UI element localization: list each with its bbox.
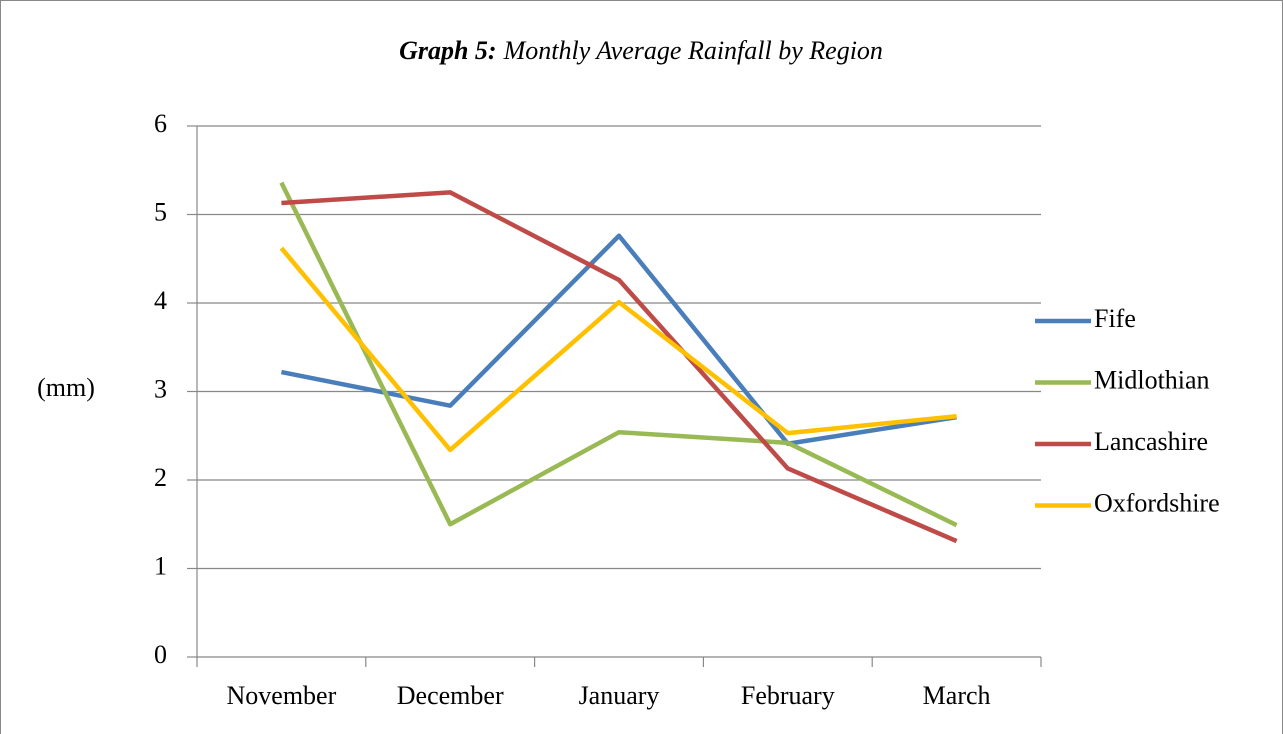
y-tick-label: 5 xyxy=(154,197,167,226)
y-tick-label: 2 xyxy=(154,463,167,492)
series-line xyxy=(280,233,957,446)
series-line xyxy=(281,190,958,544)
y-axis-label: (mm) xyxy=(37,373,95,402)
y-tick-label: 3 xyxy=(154,374,167,403)
legend-label: Lancashire xyxy=(1094,427,1208,456)
chart-title: Graph 5: Monthly Average Rainfall by Regi… xyxy=(399,36,883,65)
series-line xyxy=(279,181,958,528)
series-line xyxy=(279,246,957,453)
y-tick-label: 1 xyxy=(154,551,167,580)
x-tick-label: March xyxy=(923,681,991,710)
y-tick-label: 6 xyxy=(154,109,167,138)
legend-label: Oxfordshire xyxy=(1094,488,1220,517)
x-tick-label: December xyxy=(397,681,504,710)
x-tick-label: January xyxy=(579,681,660,710)
legend-label: Fife xyxy=(1094,304,1136,333)
y-tick-label: 0 xyxy=(154,640,167,669)
y-tick-label: 4 xyxy=(154,286,167,315)
title-prefix: Graph 5: xyxy=(399,36,497,65)
x-tick-label: November xyxy=(227,681,337,710)
legend-label: Midlothian xyxy=(1094,365,1210,394)
x-tick-label: February xyxy=(741,681,835,710)
title-text: Monthly Average Rainfall by Region xyxy=(503,36,883,65)
